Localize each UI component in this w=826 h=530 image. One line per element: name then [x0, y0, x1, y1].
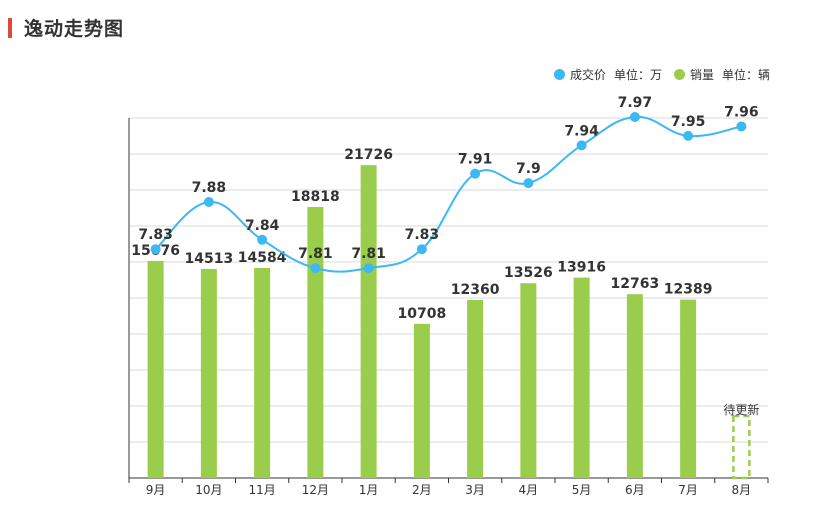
title-accent-bar — [8, 18, 12, 38]
price-point — [257, 234, 268, 245]
price-data-label: 7.83 — [138, 227, 173, 243]
sales-bar — [413, 323, 430, 478]
x-tick-label: 1月 — [359, 483, 379, 497]
sales-bar — [680, 299, 697, 478]
sales-data-label: 14513 — [185, 251, 234, 267]
price-point — [576, 140, 587, 151]
sales-data-label: 14584 — [238, 250, 287, 266]
sales-bar — [360, 165, 377, 478]
sales-legend-marker — [673, 69, 685, 80]
sales-data-label: 12360 — [451, 282, 500, 298]
legend-item-sales[interactable]: 销量 单位：辆 — [673, 66, 770, 83]
x-tick-label: 9月 — [146, 483, 166, 497]
price-point — [416, 244, 427, 255]
price-data-label: 7.94 — [564, 123, 599, 139]
price-data-label: 7.91 — [458, 152, 493, 168]
price-legend-unit: 单位：万 — [613, 68, 662, 82]
sales-data-label: 13526 — [504, 265, 553, 281]
price-data-label: 7.84 — [245, 218, 280, 234]
sales-bar — [573, 277, 590, 478]
price-point — [629, 112, 640, 122]
price-point — [470, 168, 481, 179]
sales-legend-unit: 单位：辆 — [721, 68, 770, 82]
price-point — [363, 263, 374, 274]
price-legend-marker — [553, 69, 565, 80]
x-tick-label: 5月 — [572, 483, 592, 497]
sales-bar — [147, 260, 164, 478]
price-data-label: 7.96 — [724, 104, 759, 120]
x-tick-label: 2月 — [412, 483, 432, 497]
x-tick-label: 4月 — [519, 483, 539, 497]
x-tick-label: 6月 — [625, 483, 645, 497]
price-data-label: 7.81 — [298, 246, 333, 262]
price-point — [310, 263, 321, 274]
price-point — [683, 130, 694, 141]
price-point — [203, 197, 214, 207]
sales-bar — [200, 269, 217, 478]
x-tick-label: 10月 — [195, 483, 222, 497]
pending-bar — [732, 414, 751, 480]
sales-bar — [467, 300, 484, 478]
x-tick-label: 7月 — [678, 483, 698, 497]
sales-data-label: 12389 — [664, 282, 713, 298]
sales-bar — [626, 294, 643, 478]
legend: 成交价 单位：万 销量 单位：辆 — [542, 66, 770, 83]
price-data-label: 7.95 — [671, 114, 706, 130]
sales-data-label: 10708 — [398, 306, 447, 322]
chart-title: 逸动走势图 — [24, 18, 125, 40]
sales-data-label: 13916 — [557, 260, 606, 276]
sales-legend-label: 销量 — [689, 68, 714, 82]
sales-data-label: 18818 — [291, 189, 340, 205]
price-point — [736, 121, 747, 132]
price-legend-label: 成交价 — [569, 68, 606, 82]
price-data-label: 7.9 — [516, 161, 541, 177]
sales-bar — [254, 267, 271, 478]
price-data-label: 7.83 — [405, 227, 440, 243]
x-tick-label: 12月 — [302, 483, 329, 497]
price-data-label: 7.88 — [192, 180, 227, 196]
pending-label: 待更新 — [723, 402, 759, 417]
price-data-label: 7.97 — [618, 95, 653, 111]
price-point — [523, 178, 534, 189]
price-data-label: 7.81 — [351, 246, 386, 262]
sales-bar — [307, 207, 324, 478]
sales-bar — [520, 283, 537, 478]
sales-data-label: 21726 — [344, 147, 393, 163]
sales-data-label: 12763 — [611, 276, 660, 292]
x-tick-label: 3月 — [465, 483, 485, 497]
x-tick-label: 8月 — [732, 483, 752, 497]
x-tick-label: 11月 — [248, 483, 275, 497]
legend-item-price[interactable]: 成交价 单位：万 — [553, 66, 662, 83]
price-line — [154, 115, 742, 273]
price-point — [150, 244, 161, 255]
